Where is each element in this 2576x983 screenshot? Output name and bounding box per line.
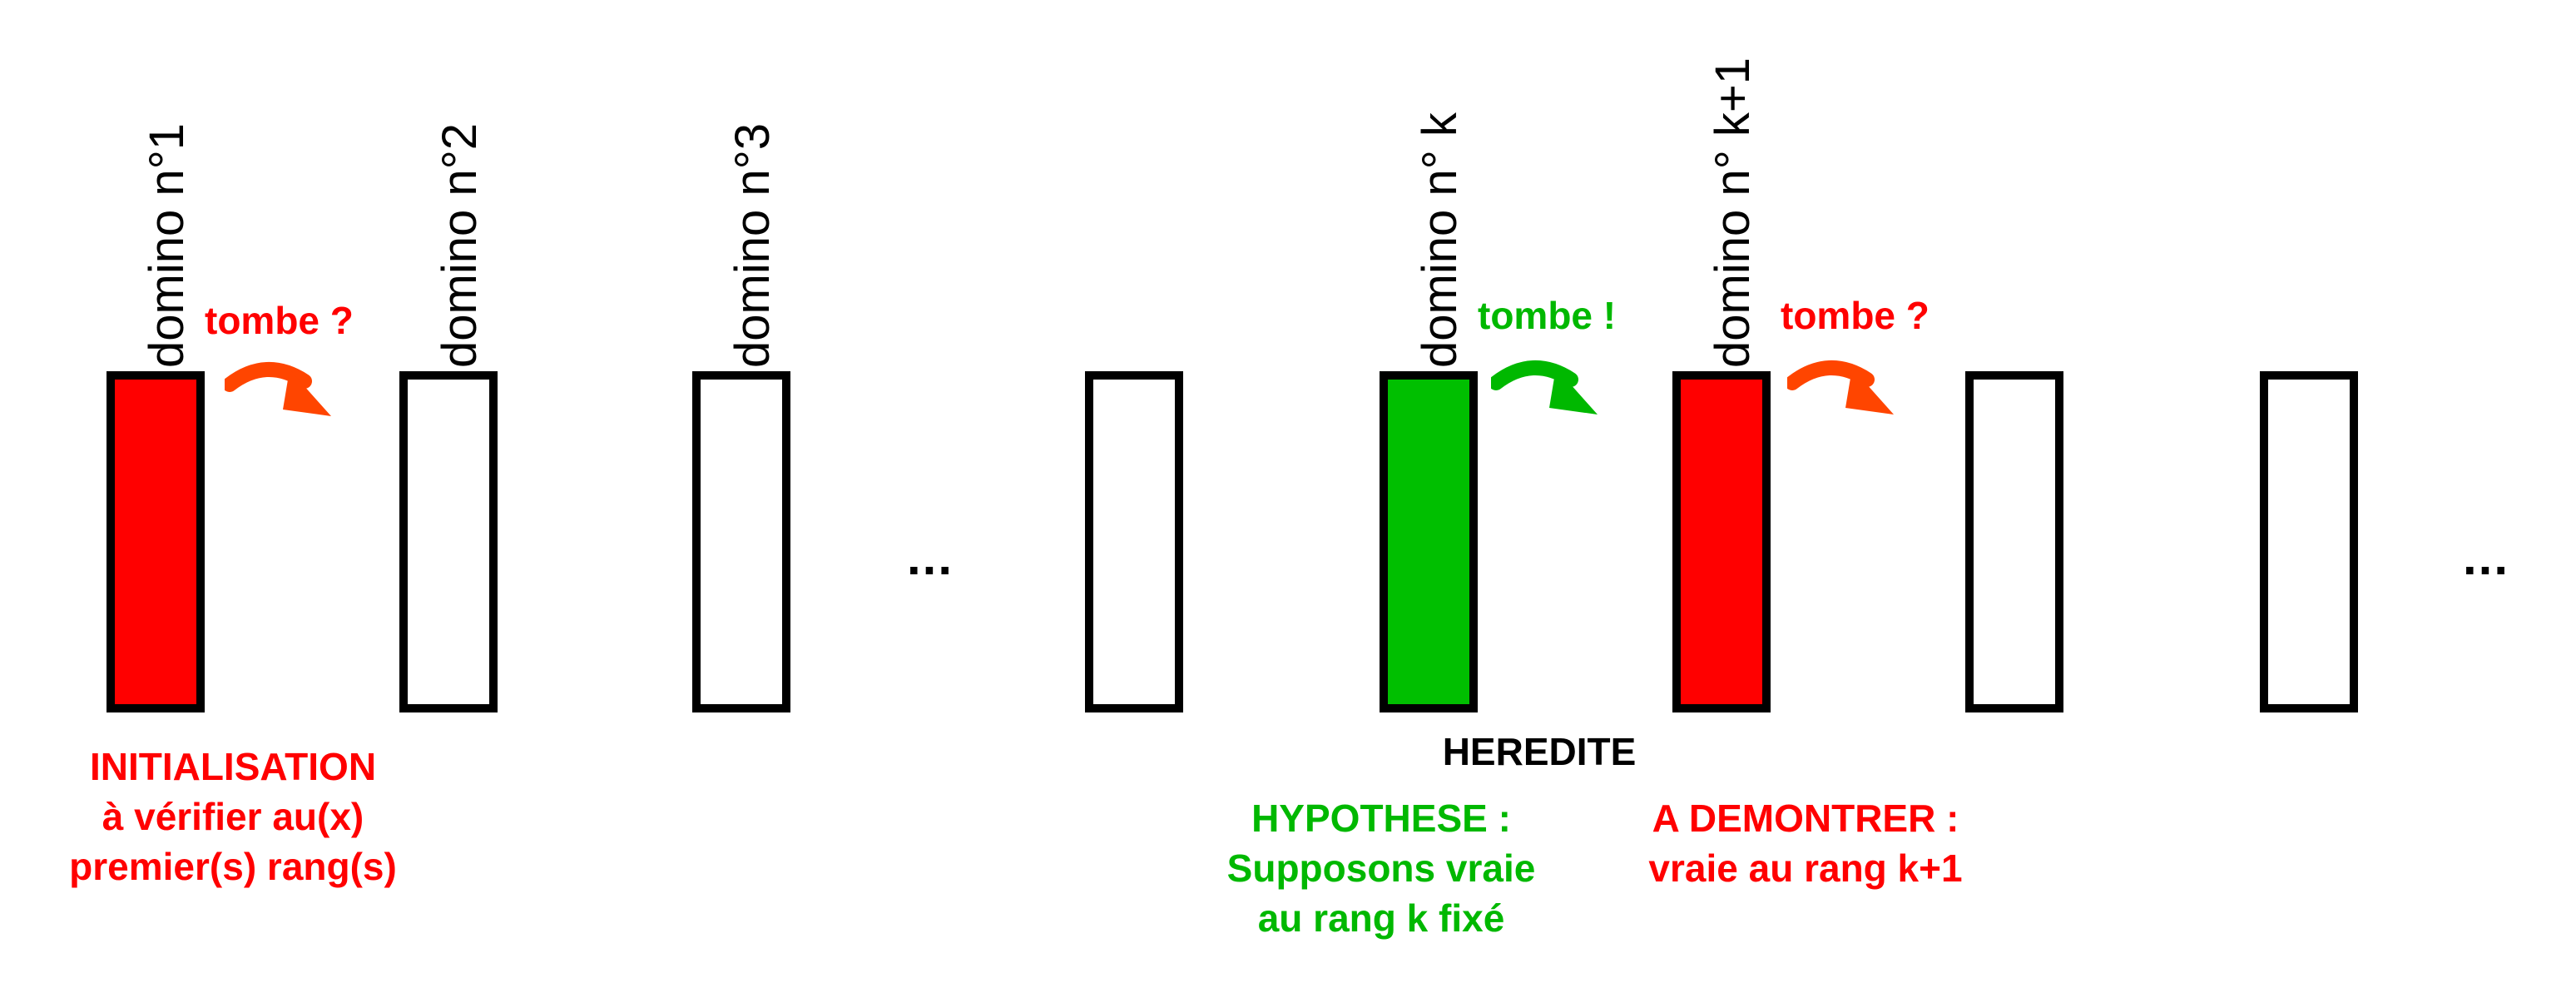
demontrer-line2: vraie au rang k+1 <box>1648 846 1963 890</box>
domino-1 <box>107 371 205 712</box>
domino-3 <box>692 371 790 712</box>
domino-k-label: domino n° k <box>1413 112 1467 368</box>
arrow-1-icon <box>225 361 331 416</box>
arrow-3-icon <box>1787 360 1894 415</box>
demontrer-block: A DEMONTRER : vraie au rang k+1 <box>1598 794 2014 894</box>
domino-k-plus-2 <box>1965 371 2063 712</box>
arrow-2-text: tombe ! <box>1478 294 1617 337</box>
domino-2 <box>399 371 498 712</box>
arrow-1-text: tombe ? <box>205 299 354 342</box>
initialisation-line2: à vérifier au(x) <box>102 794 364 838</box>
domino-4 <box>1085 371 1183 712</box>
hypothese-block: HYPOTHESE : Supposons vraie au rang k fi… <box>1173 794 1589 943</box>
initialisation-title: INITIALISATION <box>89 745 377 788</box>
ellipsis-middle: ... <box>907 529 954 585</box>
domino-k-plus-1-label: domino n° k+1 <box>1706 57 1760 368</box>
demontrer-title: A DEMONTRER : <box>1652 797 1959 840</box>
heredite-title: HEREDITE <box>1442 730 1637 773</box>
hypothese-line2: Supposons vraie <box>1226 846 1536 890</box>
domino-2-label: domino n°2 <box>433 122 487 368</box>
domino-1-label: domino n°1 <box>140 122 194 368</box>
arrow-2-icon <box>1491 360 1598 415</box>
hypothese-line3: au rang k fixé <box>1257 896 1505 940</box>
initialisation-block: INITIALISATION à vérifier au(x) premier(… <box>25 742 441 891</box>
domino-k <box>1380 371 1478 712</box>
hypothese-title: HYPOTHESE : <box>1251 797 1511 840</box>
arrow-3-text: tombe ? <box>1781 294 1930 337</box>
initialisation-line3: premier(s) rang(s) <box>69 844 397 888</box>
ellipsis-end: ... <box>2463 529 2510 585</box>
domino-k-plus-3 <box>2260 371 2358 712</box>
domino-3-label: domino n°3 <box>726 122 780 368</box>
domino-k-plus-1 <box>1672 371 1771 712</box>
